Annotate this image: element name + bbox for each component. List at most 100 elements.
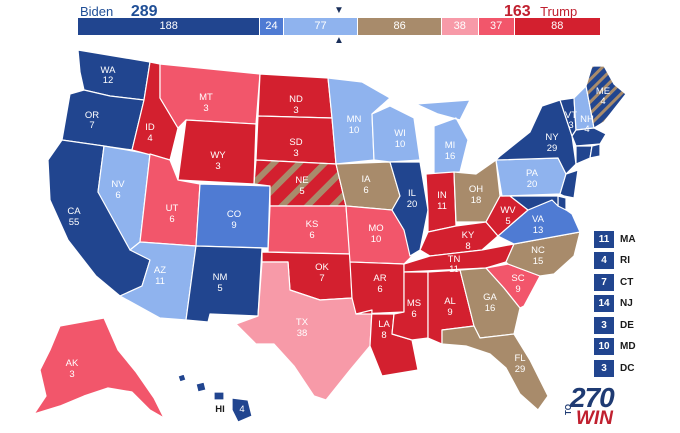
small-state-ct[interactable]: 7 CT [594, 273, 664, 291]
label-AZ-votes: 11 [155, 276, 165, 287]
label-HI-votes: 4 [239, 404, 244, 415]
label-MS-votes: 6 [411, 309, 416, 320]
label-NV-votes: 6 [115, 190, 120, 201]
label-OK-abbr: OK [315, 262, 329, 273]
state-TX[interactable] [235, 261, 373, 401]
label-TN-abbr: TN [448, 254, 461, 265]
label-WV-abbr: WV [500, 205, 516, 216]
label-ND-votes: 3 [293, 105, 298, 116]
label-UT-abbr: UT [166, 203, 179, 214]
state-WI[interactable] [371, 105, 421, 163]
state-OR[interactable] [61, 89, 145, 151]
small-state-abbr: DE [620, 319, 634, 331]
state-labels: WA 12 OR 7 CA 55 NV 6 ID 4 MT 3 WY 3 UT … [66, 65, 610, 415]
label-GA-votes: 16 [485, 303, 496, 314]
label-HI-abbr: HI [215, 404, 225, 415]
label-ME-votes: 4 [600, 96, 605, 107]
label-MI-abbr: MI [445, 140, 456, 151]
label-WY-abbr: WY [210, 150, 226, 161]
bar-segment-toss-up: 86 [358, 18, 442, 35]
label-GA-abbr: GA [483, 292, 497, 303]
state-AK[interactable] [33, 317, 165, 419]
small-state-nj[interactable]: 14 NJ [594, 295, 664, 313]
small-state-ri[interactable]: 4 RI [594, 252, 664, 270]
label-WI-abbr: WI [394, 128, 406, 139]
small-state-dc[interactable]: 3 DC [594, 359, 664, 377]
state-RI[interactable] [589, 143, 601, 159]
label-MT-abbr: MT [199, 92, 213, 103]
label-MT-votes: 3 [203, 103, 208, 114]
logo-win: WIN [576, 408, 613, 429]
label-SD-abbr: SD [289, 137, 302, 148]
label-AL-votes: 9 [447, 307, 452, 318]
label-IA-votes: 6 [363, 185, 368, 196]
small-state-votes: 11 [594, 230, 614, 248]
label-ID-abbr: ID [145, 122, 155, 133]
label-FL-votes: 29 [515, 364, 526, 375]
label-LA-votes: 8 [381, 330, 386, 341]
state-NM[interactable] [185, 245, 263, 323]
label-AZ-abbr: AZ [154, 265, 166, 276]
label-IN-votes: 11 [437, 201, 447, 212]
right-candidate-votes: 163 [504, 3, 531, 20]
label-TX-abbr: TX [296, 317, 309, 328]
label-NE-votes: 5 [299, 186, 304, 197]
270towin-logo: 270 TO WIN [562, 382, 632, 430]
state-MI[interactable] [415, 99, 471, 175]
small-states-list: 11 MA 4 RI 7 CT 14 NJ 3 DE 10 MD 3 DC [594, 230, 664, 381]
label-NC-votes: 15 [533, 256, 544, 267]
label-KY-votes: 8 [465, 241, 470, 252]
label-OH-votes: 18 [471, 195, 482, 206]
bar-segment-leans-rep: 38 [441, 18, 479, 35]
label-KS-abbr: KS [306, 219, 319, 230]
bar-segment-likely-rep: 37 [478, 18, 515, 35]
label-OK-votes: 7 [319, 273, 324, 284]
label-IA-abbr: IA [362, 174, 372, 185]
label-OH-abbr: OH [469, 184, 483, 195]
small-state-ma[interactable]: 11 MA [594, 230, 664, 248]
small-state-votes: 3 [594, 316, 614, 334]
left-candidate-votes: 289 [130, 3, 158, 20]
label-UT-votes: 6 [169, 214, 174, 225]
small-state-abbr: CT [620, 276, 634, 288]
state-MD[interactable] [509, 195, 559, 211]
electoral-vote-bar: 188 24 77 86 38 37 88 [78, 18, 600, 35]
label-VT-votes: 3 [568, 120, 573, 131]
label-ND-abbr: ND [289, 94, 303, 105]
small-state-votes: 10 [594, 338, 614, 355]
small-state-de[interactable]: 3 DE [594, 316, 664, 334]
label-WY-votes: 3 [215, 161, 220, 172]
label-VT-abbr: VT [565, 110, 577, 121]
label-PA-votes: 20 [527, 179, 538, 190]
label-CO-abbr: CO [227, 209, 241, 220]
label-AK-abbr: AK [66, 358, 79, 369]
label-LA-abbr: LA [378, 319, 390, 330]
electoral-totals-header: Biden 289 163 Trump ▼ 188 24 77 86 38 37 88 ▲ [0, 0, 680, 46]
state-AR[interactable] [349, 261, 405, 315]
label-VA-abbr: VA [532, 214, 545, 225]
label-NE-abbr: NE [295, 175, 308, 186]
bar-segment-safe-rep: 88 [514, 18, 600, 35]
label-WA-abbr: WA [101, 65, 117, 76]
state-NY[interactable] [495, 99, 577, 175]
right-candidate-name: Trump [540, 4, 578, 19]
label-NM-votes: 5 [217, 283, 222, 294]
state-CT[interactable] [575, 145, 593, 165]
state-ME[interactable] [585, 65, 627, 129]
label-VA-votes: 13 [533, 225, 544, 236]
label-WV-votes: 5 [505, 216, 510, 227]
label-NM-abbr: NM [213, 272, 228, 283]
state-HI[interactable] [177, 373, 253, 423]
label-SC-abbr: SC [511, 273, 524, 284]
label-AL-abbr: AL [444, 296, 456, 307]
state-IL[interactable] [389, 161, 429, 257]
label-IN-abbr: IN [437, 190, 447, 201]
label-AR-votes: 6 [377, 284, 382, 295]
small-state-abbr: MA [620, 233, 636, 245]
logo-to: TO [564, 404, 573, 415]
state-FL[interactable] [441, 325, 549, 411]
small-state-votes: 4 [594, 252, 614, 269]
small-state-md[interactable]: 10 MD [594, 338, 664, 356]
state-NJ[interactable] [559, 169, 579, 199]
label-AR-abbr: AR [373, 273, 386, 284]
